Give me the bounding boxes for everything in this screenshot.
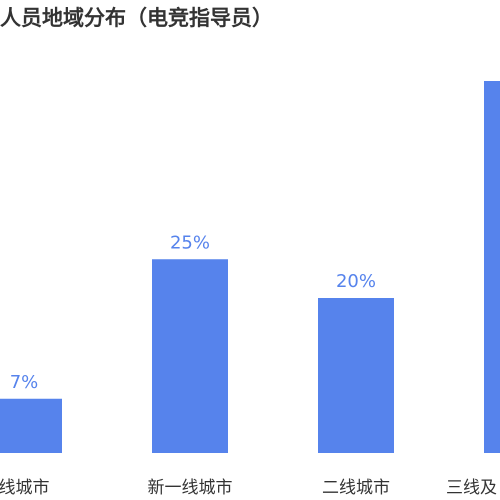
x-tick-label: 新一线城市: [148, 478, 233, 498]
x-tick-label: 三线及: [446, 478, 497, 498]
x-tick-label: 线城市: [0, 478, 50, 498]
bar: [152, 259, 228, 453]
chart-title: 人员地域分布（电竞指导员）: [0, 6, 273, 30]
bar: [318, 298, 394, 453]
bar: [0, 398, 62, 453]
value-label: 20%: [336, 271, 376, 292]
value-label: 25%: [170, 232, 210, 253]
x-tick-label: 二线城市: [322, 478, 390, 498]
value-label: 7%: [10, 372, 39, 393]
bar: [484, 81, 500, 453]
